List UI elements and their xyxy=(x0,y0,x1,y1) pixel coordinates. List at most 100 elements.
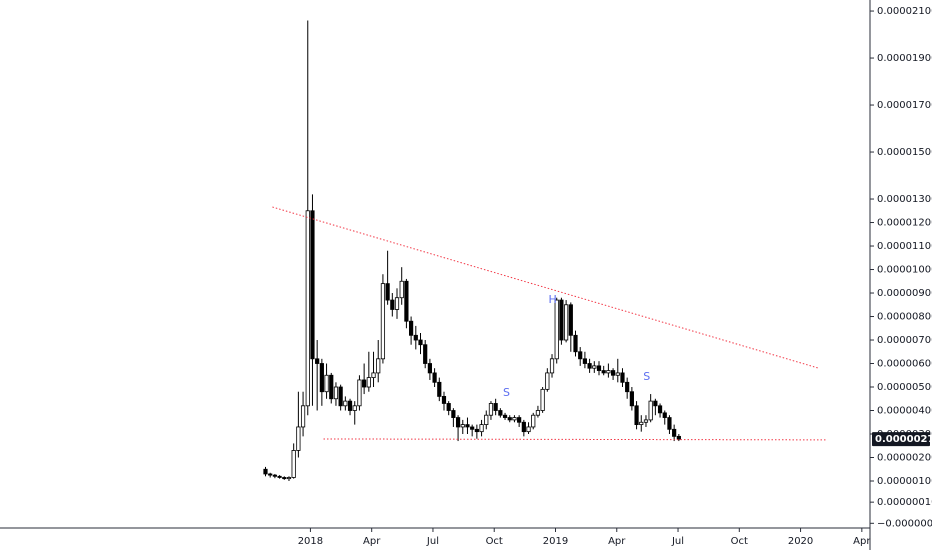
candle-body xyxy=(455,417,461,428)
candle-body xyxy=(371,372,376,379)
candle-body xyxy=(648,400,653,421)
x-tick-label: Apr xyxy=(608,536,626,547)
x-tick-label: Jul xyxy=(426,536,439,547)
candle-body xyxy=(615,372,620,376)
y-tick-label: 0.00000700 xyxy=(877,335,932,346)
x-tick-label: Apr xyxy=(363,536,381,547)
pattern-label: S xyxy=(503,386,510,399)
candle-body xyxy=(578,351,583,360)
candle-body xyxy=(404,280,409,322)
candle-body xyxy=(305,210,310,407)
candle-body xyxy=(610,370,616,376)
candle-body xyxy=(573,334,578,353)
pattern-label: H xyxy=(548,293,556,306)
y-tick-label: 0.00001300 xyxy=(877,194,932,205)
y-tick-label: 0.00000400 xyxy=(877,406,932,417)
candle-body xyxy=(474,428,479,433)
candle-body xyxy=(394,297,400,310)
candle-body xyxy=(343,400,348,407)
candle-body xyxy=(625,381,630,393)
candle-body xyxy=(676,435,681,440)
candle-body xyxy=(390,299,395,310)
candle-body xyxy=(324,374,329,393)
candle-body xyxy=(333,386,339,400)
candle-body xyxy=(366,377,371,388)
candle-body xyxy=(413,334,418,341)
candle-body xyxy=(639,421,644,426)
y-tick-label: 0.00001100 xyxy=(877,241,932,252)
candle-body xyxy=(667,417,672,430)
y-tick-label: 0.00001900 xyxy=(877,53,932,64)
x-tick-label: Jul xyxy=(671,536,684,547)
candle-body xyxy=(643,419,649,423)
candle-body xyxy=(493,403,498,411)
last-price-box xyxy=(872,432,930,447)
candle-body xyxy=(423,344,428,364)
candle-body xyxy=(315,358,320,364)
x-tick-label: Apr xyxy=(853,536,871,547)
y-tick-label: 0.00001000 xyxy=(877,265,932,276)
candle-body xyxy=(521,421,526,433)
candle-body xyxy=(357,379,362,407)
x-tick-label: Oct xyxy=(486,536,503,547)
candle-body xyxy=(549,358,555,374)
candle-body xyxy=(507,417,512,421)
candle-body xyxy=(296,426,301,451)
y-tick-label: 0.00000600 xyxy=(877,359,932,370)
candle-body xyxy=(310,210,315,360)
candle-body xyxy=(460,424,465,428)
candle-body xyxy=(451,410,456,418)
candle-body xyxy=(268,473,273,476)
candle-body xyxy=(286,477,292,480)
candle-body xyxy=(347,400,353,411)
y-tick-label: 0.00000800 xyxy=(877,312,932,323)
candle-body xyxy=(653,400,658,407)
candle-body xyxy=(554,299,559,360)
candle-body xyxy=(620,372,625,383)
y-tick-label: 0.00001200 xyxy=(877,218,932,229)
candle-body xyxy=(329,374,334,400)
candle-body xyxy=(300,405,306,428)
candle-body xyxy=(291,450,296,478)
candle-body xyxy=(540,388,545,411)
candle-body xyxy=(535,410,541,416)
candle-body xyxy=(319,363,324,393)
last-price-label: 0.00000278 xyxy=(875,434,932,445)
candle-body xyxy=(629,391,634,407)
candle-body xyxy=(352,405,357,411)
x-tick-label: Oct xyxy=(731,536,748,547)
candle-body xyxy=(376,358,381,374)
candle-body xyxy=(338,386,343,407)
candle-body xyxy=(446,403,451,411)
candle-body xyxy=(657,405,663,414)
candle-body xyxy=(441,396,447,404)
y-tick-label: 0.00000500 xyxy=(877,382,932,393)
candle-body xyxy=(559,299,564,341)
candle-body xyxy=(399,280,404,299)
candle-body xyxy=(380,283,386,360)
candle-body xyxy=(427,363,432,374)
pattern-label: S xyxy=(643,370,650,383)
x-tick-label: 2019 xyxy=(543,536,568,547)
candle-body xyxy=(582,358,588,364)
candle-body xyxy=(272,474,277,477)
candle-body xyxy=(432,372,437,383)
candle-body xyxy=(517,417,522,423)
candle-body xyxy=(362,379,367,388)
y-tick-label: 0.00000100 xyxy=(877,476,932,487)
candle-body xyxy=(531,414,536,428)
x-tick-label: 2018 xyxy=(298,536,323,547)
candle-body xyxy=(277,475,282,478)
candle-body xyxy=(512,417,517,421)
candle-body xyxy=(568,304,573,336)
y-tick-label: 0.00000010 xyxy=(877,497,932,508)
candle-body xyxy=(418,339,423,346)
candle-body xyxy=(479,424,484,433)
y-tick-label: 0.00001700 xyxy=(877,100,932,111)
y-tick-label: 0.00000900 xyxy=(877,288,932,299)
candle-body xyxy=(587,363,592,369)
y-tick-label: 0.00000200 xyxy=(877,453,932,464)
y-tick-label: 0.00002100 xyxy=(877,6,932,17)
candle-body xyxy=(484,414,489,426)
